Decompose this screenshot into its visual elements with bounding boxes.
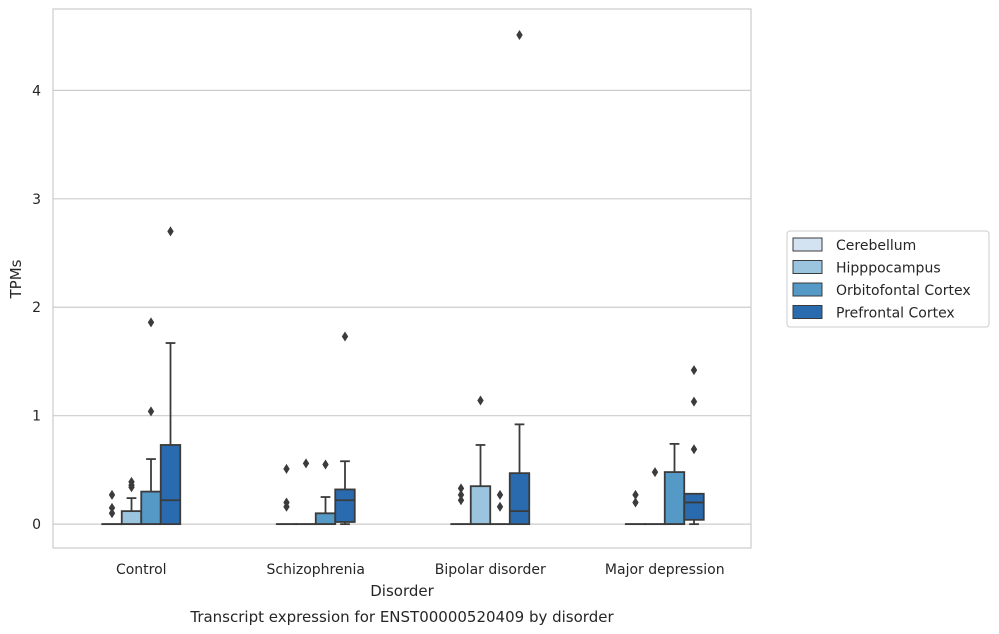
box-0-1 (120, 476, 143, 526)
y-tick-label: 1 (32, 409, 41, 425)
y-axis-ticks: 0 1 2 3 4 (32, 83, 41, 533)
y-tick-label: 3 (32, 192, 41, 208)
box-1-1 (295, 458, 317, 526)
box-1-2 (314, 459, 337, 526)
outlier-point (108, 489, 116, 500)
box-3-0 (624, 489, 647, 526)
outlier-point (128, 476, 135, 487)
box-body (140, 490, 162, 526)
outlier-point (302, 458, 310, 469)
legend-swatch (792, 305, 823, 319)
box-0-3 (159, 226, 182, 526)
legend-label: Prefrontal Cortex (836, 306, 955, 322)
x-axis-ticks: Control Schizophrenia Bipolar disorder Majo… (116, 562, 725, 578)
box-body (683, 492, 705, 521)
outlier-point (690, 444, 698, 455)
y-tick-label: 2 (32, 300, 41, 316)
legend-label: Cerebellum (836, 238, 916, 254)
outlier-point (167, 226, 174, 237)
x-tick-label: Bipolar disorder (435, 562, 546, 578)
legend-label: Hipppocampus (836, 261, 941, 277)
box-body (508, 472, 531, 526)
outlier-point (457, 489, 465, 500)
legend-swatch (792, 260, 823, 274)
outlier-point (477, 395, 484, 406)
outlier-point (283, 497, 290, 508)
box-2-2 (489, 489, 511, 526)
outlier-point (108, 502, 116, 513)
outlier-point (496, 489, 504, 500)
outlier-point (108, 508, 116, 519)
legend-swatch (792, 282, 823, 297)
box-1-0 (275, 463, 298, 526)
legend-label: Orbitofontal Cortex (836, 283, 971, 299)
outlier-point (690, 396, 698, 407)
outlier-point (651, 467, 659, 478)
outlier-point (147, 317, 155, 328)
legend: Cerebellum Hipppocampus Orbitofontal Corte… (786, 230, 990, 328)
outlier-point (457, 495, 465, 506)
box-0-0 (101, 489, 123, 526)
box-0-2 (140, 317, 162, 526)
outlier-point (147, 406, 155, 417)
box-2-3 (508, 30, 531, 526)
chart-title: Transcript expression for ENST0000052040… (189, 608, 614, 626)
x-tick-label: Control (116, 562, 167, 578)
box-2-0 (450, 483, 472, 526)
y-tick-label: 0 (32, 517, 41, 533)
outlier-point (322, 459, 329, 470)
legend-swatch (792, 237, 823, 252)
box-body (159, 444, 182, 526)
box-body (314, 512, 337, 526)
box-1-3 (334, 331, 356, 526)
gridlines (53, 89, 751, 525)
box-body (469, 485, 492, 526)
x-tick-label: Major depression (605, 562, 725, 578)
box-3-2 (663, 442, 686, 526)
outlier-point (283, 463, 290, 474)
outlier-point (632, 489, 639, 500)
boxes (101, 30, 705, 526)
plot-frame (52, 8, 752, 549)
box-3-3 (683, 365, 705, 526)
y-tick-label: 4 (32, 83, 41, 99)
outlier-point (516, 30, 523, 41)
box-3-1 (644, 467, 666, 526)
outlier-point (457, 483, 465, 494)
y-axis-label: TPMs (7, 259, 25, 299)
x-axis-label: Disorder (370, 582, 434, 600)
box-body (334, 488, 356, 523)
box-body (663, 471, 686, 526)
outlier-point (632, 497, 639, 508)
outlier-point (341, 331, 349, 342)
box-body (120, 510, 143, 526)
outlier-point (690, 365, 698, 376)
outlier-point (496, 501, 504, 512)
legend-frame (786, 230, 990, 328)
x-tick-label: Schizophrenia (267, 562, 365, 578)
box-2-1 (469, 395, 492, 526)
